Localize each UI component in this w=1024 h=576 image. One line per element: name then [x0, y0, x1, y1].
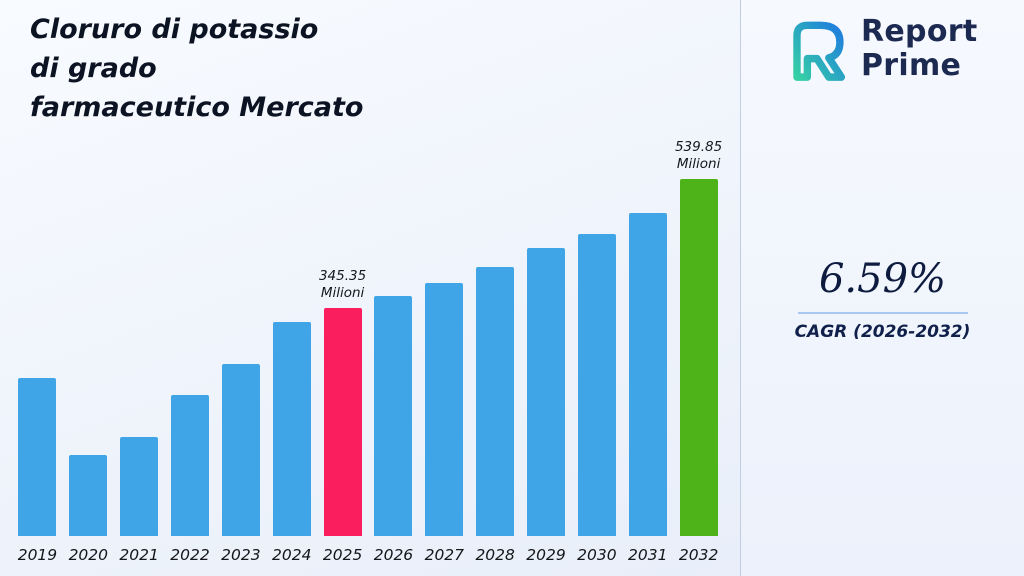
bar-group-2025: 345.35 Milioni	[317, 268, 368, 536]
bar-2024	[272, 322, 311, 536]
bar-2026	[374, 296, 413, 536]
page-title: Cloruro di potassio di grado farmaceutic…	[30, 10, 363, 127]
x-label-2027: 2027	[424, 546, 465, 564]
x-label-2030: 2030	[577, 546, 617, 564]
x-label-2019: 2019	[17, 546, 58, 564]
bar-group-2021	[114, 437, 165, 536]
bar-group-2032: 539.85 Milioni	[673, 139, 724, 536]
cagr-block: 6.59% CAGR (2026-2032)	[741, 256, 1024, 342]
bar-2025	[323, 308, 362, 536]
chart-x-labels: 2019 2020 2021 2022 2023 2024 2025 2026 2027 2028…	[12, 546, 724, 564]
cagr-label: CAGR (2026-2032)	[794, 322, 971, 342]
bar-group-2028	[470, 267, 521, 536]
bar-group-2023	[215, 364, 266, 536]
bar-2021	[120, 437, 159, 536]
report-prime-logo-icon	[793, 21, 846, 81]
right-panel: Report Prime 6.59% CAGR (2026-2032)	[740, 0, 1024, 576]
bar-2019	[18, 378, 57, 536]
bar-2030	[577, 234, 616, 536]
x-label-2032: 2032	[678, 546, 719, 564]
x-label-2021: 2021	[119, 546, 159, 564]
x-label-2022: 2022	[170, 546, 210, 564]
bar-group-2022	[165, 395, 216, 536]
bar-2028	[476, 267, 515, 536]
page-title-line-3: farmaceutico Mercato	[30, 92, 364, 124]
bar-group-2020	[63, 455, 114, 536]
bar-2029	[527, 248, 566, 536]
bar-group-2029	[521, 248, 572, 536]
x-label-2028: 2028	[475, 546, 515, 564]
bar-2023	[221, 364, 260, 536]
page-title-line-1: Cloruro di potassio	[30, 14, 319, 45]
cagr-value: 6.59%	[818, 256, 947, 302]
cagr-underline	[797, 312, 968, 314]
bar-group-2019	[12, 378, 63, 536]
bar-2032	[679, 179, 718, 536]
bar-group-2027	[419, 283, 470, 536]
bar-group-2026	[368, 296, 419, 536]
bar-group-2024	[266, 322, 317, 536]
x-label-2026: 2026	[373, 546, 414, 564]
x-label-2025: 2025	[322, 546, 363, 564]
x-label-2023: 2023	[221, 546, 261, 564]
bar-annotation-2025: 345.35 Milioni	[318, 267, 367, 302]
chart-bars: 345.35 Milioni 539.85 Milioni	[12, 74, 724, 536]
brand-name: Report Prime	[861, 15, 977, 82]
bar-2020	[69, 455, 108, 536]
bar-2027	[425, 283, 464, 536]
bar-2022	[171, 395, 209, 536]
bar-2031	[628, 213, 667, 536]
bar-group-2031	[622, 213, 673, 536]
page-title-line-2: di grado	[30, 53, 157, 85]
brand-name-line-2: Prime	[861, 48, 962, 83]
x-label-2029: 2029	[526, 546, 566, 564]
bar-annotation-2032: 539.85 Milioni	[674, 138, 723, 173]
bar-group-2030	[571, 234, 622, 536]
brand-name-line-1: Report	[861, 14, 978, 50]
x-label-2020: 2020	[68, 546, 109, 564]
x-label-2024: 2024	[272, 546, 312, 564]
x-label-2031: 2031	[628, 546, 668, 564]
report-prime-logo: Report Prime	[777, 12, 977, 86]
